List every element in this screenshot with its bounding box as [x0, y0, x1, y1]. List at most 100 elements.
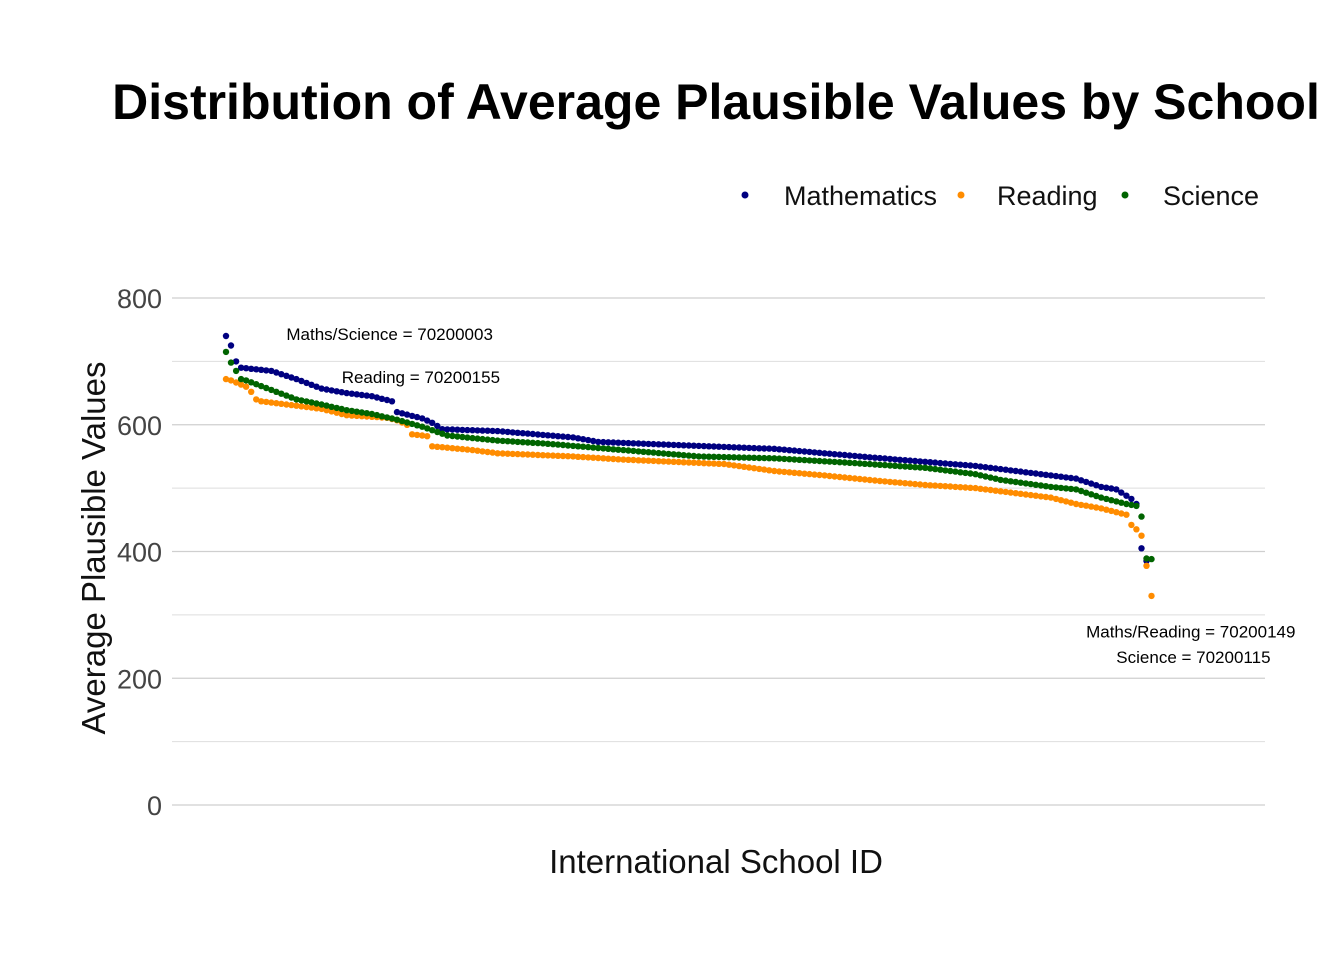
- data-point-mathematics: [740, 444, 748, 451]
- data-point-science: [615, 446, 622, 453]
- data-point-reading: [479, 448, 486, 455]
- data-point-reading: [318, 405, 325, 413]
- y-tick-label: 800: [117, 284, 162, 314]
- data-point-reading: [695, 459, 702, 467]
- data-point-science: [705, 453, 713, 460]
- data-point-science: [715, 453, 723, 461]
- data-point-reading: [333, 409, 340, 416]
- data-point-science: [710, 453, 718, 460]
- data-point-mathematics: [901, 457, 909, 464]
- data-point-science: [972, 471, 979, 478]
- data-point-mathematics: [952, 461, 959, 468]
- data-point-reading: [293, 402, 300, 409]
- data-point-reading: [248, 388, 255, 395]
- data-point-mathematics: [368, 393, 376, 400]
- data-point-science: [353, 408, 360, 415]
- data-point-reading: [801, 470, 808, 477]
- data-point-mathematics: [524, 430, 531, 437]
- data-point-science: [393, 416, 401, 423]
- data-point-science: [1138, 513, 1145, 520]
- data-point-mathematics: [1138, 545, 1145, 552]
- data-point-mathematics: [620, 439, 627, 447]
- data-point-mathematics: [323, 386, 330, 393]
- data-point-science: [871, 461, 879, 468]
- data-point-mathematics: [439, 426, 446, 433]
- data-point-reading: [620, 456, 627, 463]
- data-point-science: [675, 451, 682, 458]
- data-point-mathematics: [504, 428, 511, 436]
- data-point-science: [700, 453, 708, 460]
- data-point-science: [1103, 495, 1110, 503]
- data-point-reading: [489, 449, 496, 456]
- legend-marker-reading: [957, 191, 965, 199]
- data-point-mathematics: [1093, 482, 1100, 489]
- data-point-science: [595, 444, 602, 452]
- data-point-science: [358, 409, 365, 416]
- data-point-reading: [932, 482, 939, 489]
- data-point-reading: [881, 478, 889, 485]
- data-point-reading: [585, 454, 592, 461]
- data-point-reading: [590, 454, 597, 461]
- legend: Mathematics Reading Science: [741, 181, 1259, 211]
- data-point-science: [1077, 487, 1085, 495]
- data-point-science: [499, 437, 506, 445]
- data-point-reading: [579, 453, 587, 461]
- data-point-reading: [715, 460, 723, 467]
- data-point-mathematics: [1047, 472, 1055, 479]
- data-point-mathematics: [519, 430, 526, 437]
- data-point-science: [549, 441, 557, 448]
- data-point-mathematics: [695, 442, 702, 450]
- data-point-mathematics: [922, 458, 929, 465]
- data-point-reading: [554, 452, 562, 459]
- data-point-mathematics: [675, 441, 682, 449]
- data-point-science: [368, 410, 376, 418]
- data-point-reading: [268, 399, 275, 406]
- data-point-science: [308, 399, 315, 406]
- legend-label-mathematics: Mathematics: [784, 181, 937, 211]
- data-point-science: [1002, 477, 1009, 484]
- data-point-reading: [504, 450, 511, 457]
- data-point-reading: [911, 480, 919, 488]
- data-point-mathematics: [1128, 495, 1135, 503]
- data-point-mathematics: [610, 439, 617, 446]
- data-point-mathematics: [564, 433, 572, 441]
- data-point-reading: [1148, 592, 1155, 600]
- data-point-science: [519, 439, 526, 446]
- data-point-reading: [977, 485, 984, 492]
- data-point-mathematics: [745, 444, 753, 452]
- data-point-mathematics: [464, 426, 471, 434]
- data-point-reading: [826, 472, 833, 480]
- data-point-mathematics: [776, 446, 783, 453]
- data-point-science: [343, 407, 350, 414]
- data-point-mathematics: [630, 440, 637, 447]
- data-point-reading: [942, 483, 949, 490]
- data-point-mathematics: [866, 454, 873, 461]
- data-point-reading: [660, 458, 667, 465]
- data-point-mathematics: [424, 417, 431, 424]
- data-point-science: [796, 456, 803, 463]
- data-point-science: [680, 452, 687, 459]
- data-point-science: [544, 440, 552, 447]
- data-point-reading: [413, 431, 421, 439]
- data-point-mathematics: [735, 444, 743, 451]
- data-point-reading: [967, 484, 974, 491]
- data-point-mathematics: [972, 462, 979, 470]
- data-point-mathematics: [771, 445, 778, 452]
- data-point-mathematics: [308, 381, 315, 388]
- data-point-mathematics: [1108, 485, 1115, 492]
- data-point-science: [856, 460, 863, 467]
- data-point-reading: [992, 487, 999, 494]
- data-point-reading: [690, 459, 697, 466]
- data-point-science: [861, 460, 868, 467]
- data-point-mathematics: [750, 444, 758, 452]
- data-point-science: [283, 392, 290, 399]
- data-point-mathematics: [655, 441, 662, 448]
- data-point-reading: [937, 482, 944, 490]
- data-point-mathematics: [1022, 469, 1029, 476]
- data-point-reading: [635, 457, 642, 464]
- data-point-mathematics: [434, 422, 441, 430]
- data-point-mathematics: [444, 426, 451, 433]
- data-point-reading: [700, 460, 708, 467]
- data-point-reading: [997, 488, 1004, 495]
